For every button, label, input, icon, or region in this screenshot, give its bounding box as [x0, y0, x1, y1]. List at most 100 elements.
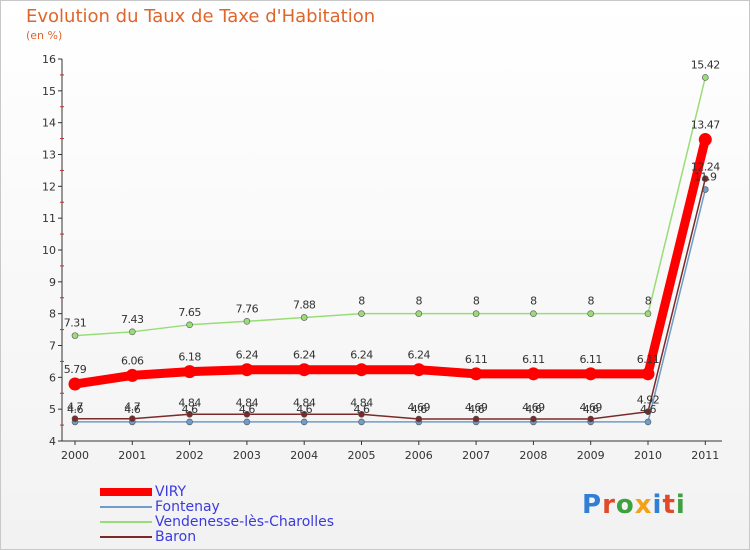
y-tick-label: 13 [42, 149, 56, 162]
logo-letter: o [615, 490, 635, 520]
x-tick-label: 2009 [577, 449, 605, 462]
data-point [186, 321, 193, 329]
data-point [587, 415, 595, 423]
data-point [358, 410, 365, 418]
data-label: 4.7 [67, 401, 83, 414]
data-label: 8 [645, 295, 652, 308]
data-label: 5.79 [64, 363, 87, 376]
data-label: 6.24 [236, 349, 259, 362]
data-point [300, 418, 308, 426]
logo-letter: x [634, 490, 653, 520]
data-point [68, 377, 82, 391]
data-label: 15.42 [691, 58, 720, 71]
y-tick-label: 12 [42, 180, 56, 193]
data-label: 4.84 [236, 396, 259, 409]
y-tick-label: 5 [49, 403, 56, 416]
x-tick-label: 2011 [691, 449, 719, 462]
data-point [415, 415, 423, 423]
y-tick-label: 9 [49, 276, 56, 289]
logo-letter: t [662, 490, 676, 520]
data-point [300, 410, 308, 418]
data-point [243, 410, 251, 418]
data-label: 4.69 [579, 401, 602, 414]
y-tick-label: 8 [49, 308, 56, 321]
data-label: 4.69 [465, 401, 488, 414]
data-label: 7.65 [178, 306, 201, 319]
y-tick-label: 10 [42, 244, 56, 257]
data-label: 8 [473, 295, 480, 308]
x-tick-label: 2010 [634, 449, 662, 462]
data-label: 6.24 [350, 349, 373, 362]
legend-swatch [100, 536, 152, 538]
data-label: 11.9 [694, 171, 717, 184]
data-label: 4.6 [640, 403, 656, 416]
data-point [415, 310, 423, 317]
x-tick-label: 2005 [348, 449, 376, 462]
data-label: 4.6 [525, 403, 541, 416]
x-tick-label: 2007 [462, 449, 490, 462]
data-label: 4.6 [411, 403, 427, 416]
chart-legend: VIRY Fontenay Vendenesse-lès-Charolles Baro… [100, 485, 400, 545]
x-tick-label: 2001 [118, 449, 146, 462]
logo-letter: i [675, 490, 686, 520]
data-label: 8 [530, 295, 537, 308]
data-label: 7.31 [64, 317, 87, 330]
data-point [125, 368, 139, 382]
data-label: 6.24 [408, 349, 431, 362]
data-label: 4.6 [182, 403, 198, 416]
data-point [698, 133, 712, 147]
y-tick-label: 14 [42, 117, 56, 130]
data-label: 13.47 [691, 119, 720, 132]
data-label: 6.11 [522, 353, 545, 366]
data-point [526, 367, 540, 381]
x-tick-label: 2000 [61, 449, 89, 462]
data-point [530, 415, 537, 423]
data-point [584, 367, 598, 381]
series-line [70, 135, 710, 389]
data-point [644, 310, 652, 317]
data-label: 4.6 [354, 403, 370, 416]
data-point [243, 418, 251, 426]
data-label: 4.6 [583, 403, 599, 416]
data-label: 7.76 [236, 302, 259, 315]
data-point [240, 363, 254, 377]
data-point [186, 418, 193, 426]
data-point [469, 367, 483, 381]
data-label: 4.84 [293, 396, 316, 409]
data-label: 12.24 [691, 161, 720, 174]
data-point [412, 363, 426, 377]
chart-subtitle: (en %) [26, 29, 63, 42]
data-label: 4.69 [522, 401, 545, 414]
data-point [358, 418, 365, 426]
logo-letter: r [602, 490, 616, 520]
logo-letter: i [652, 490, 663, 520]
legend-swatch [100, 521, 152, 523]
data-label: 8 [416, 295, 423, 308]
x-tick-label: 2004 [290, 449, 318, 462]
data-label: 6.06 [121, 354, 144, 367]
legend-item: Baron [100, 530, 400, 545]
series-line [74, 177, 707, 420]
data-point [243, 318, 251, 325]
data-label: 4.6 [124, 403, 140, 416]
data-point [701, 74, 709, 81]
y-tick-label: 16 [42, 53, 56, 66]
data-label: 4.6 [296, 403, 312, 416]
y-tick-label: 4 [49, 435, 56, 448]
legend-label: Vendenesse-lès-Charolles [155, 514, 334, 530]
data-label: 4.84 [178, 396, 201, 409]
x-tick-label: 2002 [176, 449, 204, 462]
data-label: 8 [587, 295, 594, 308]
data-point [129, 328, 136, 336]
series-line [74, 188, 707, 423]
data-point [297, 363, 311, 377]
data-point [129, 415, 136, 423]
data-point [71, 332, 79, 339]
data-point [530, 310, 537, 317]
data-point [300, 314, 308, 321]
data-point [472, 415, 480, 423]
data-label: 7.43 [121, 313, 144, 326]
x-tick-label: 2008 [519, 449, 547, 462]
y-tick-label: 6 [49, 371, 56, 384]
